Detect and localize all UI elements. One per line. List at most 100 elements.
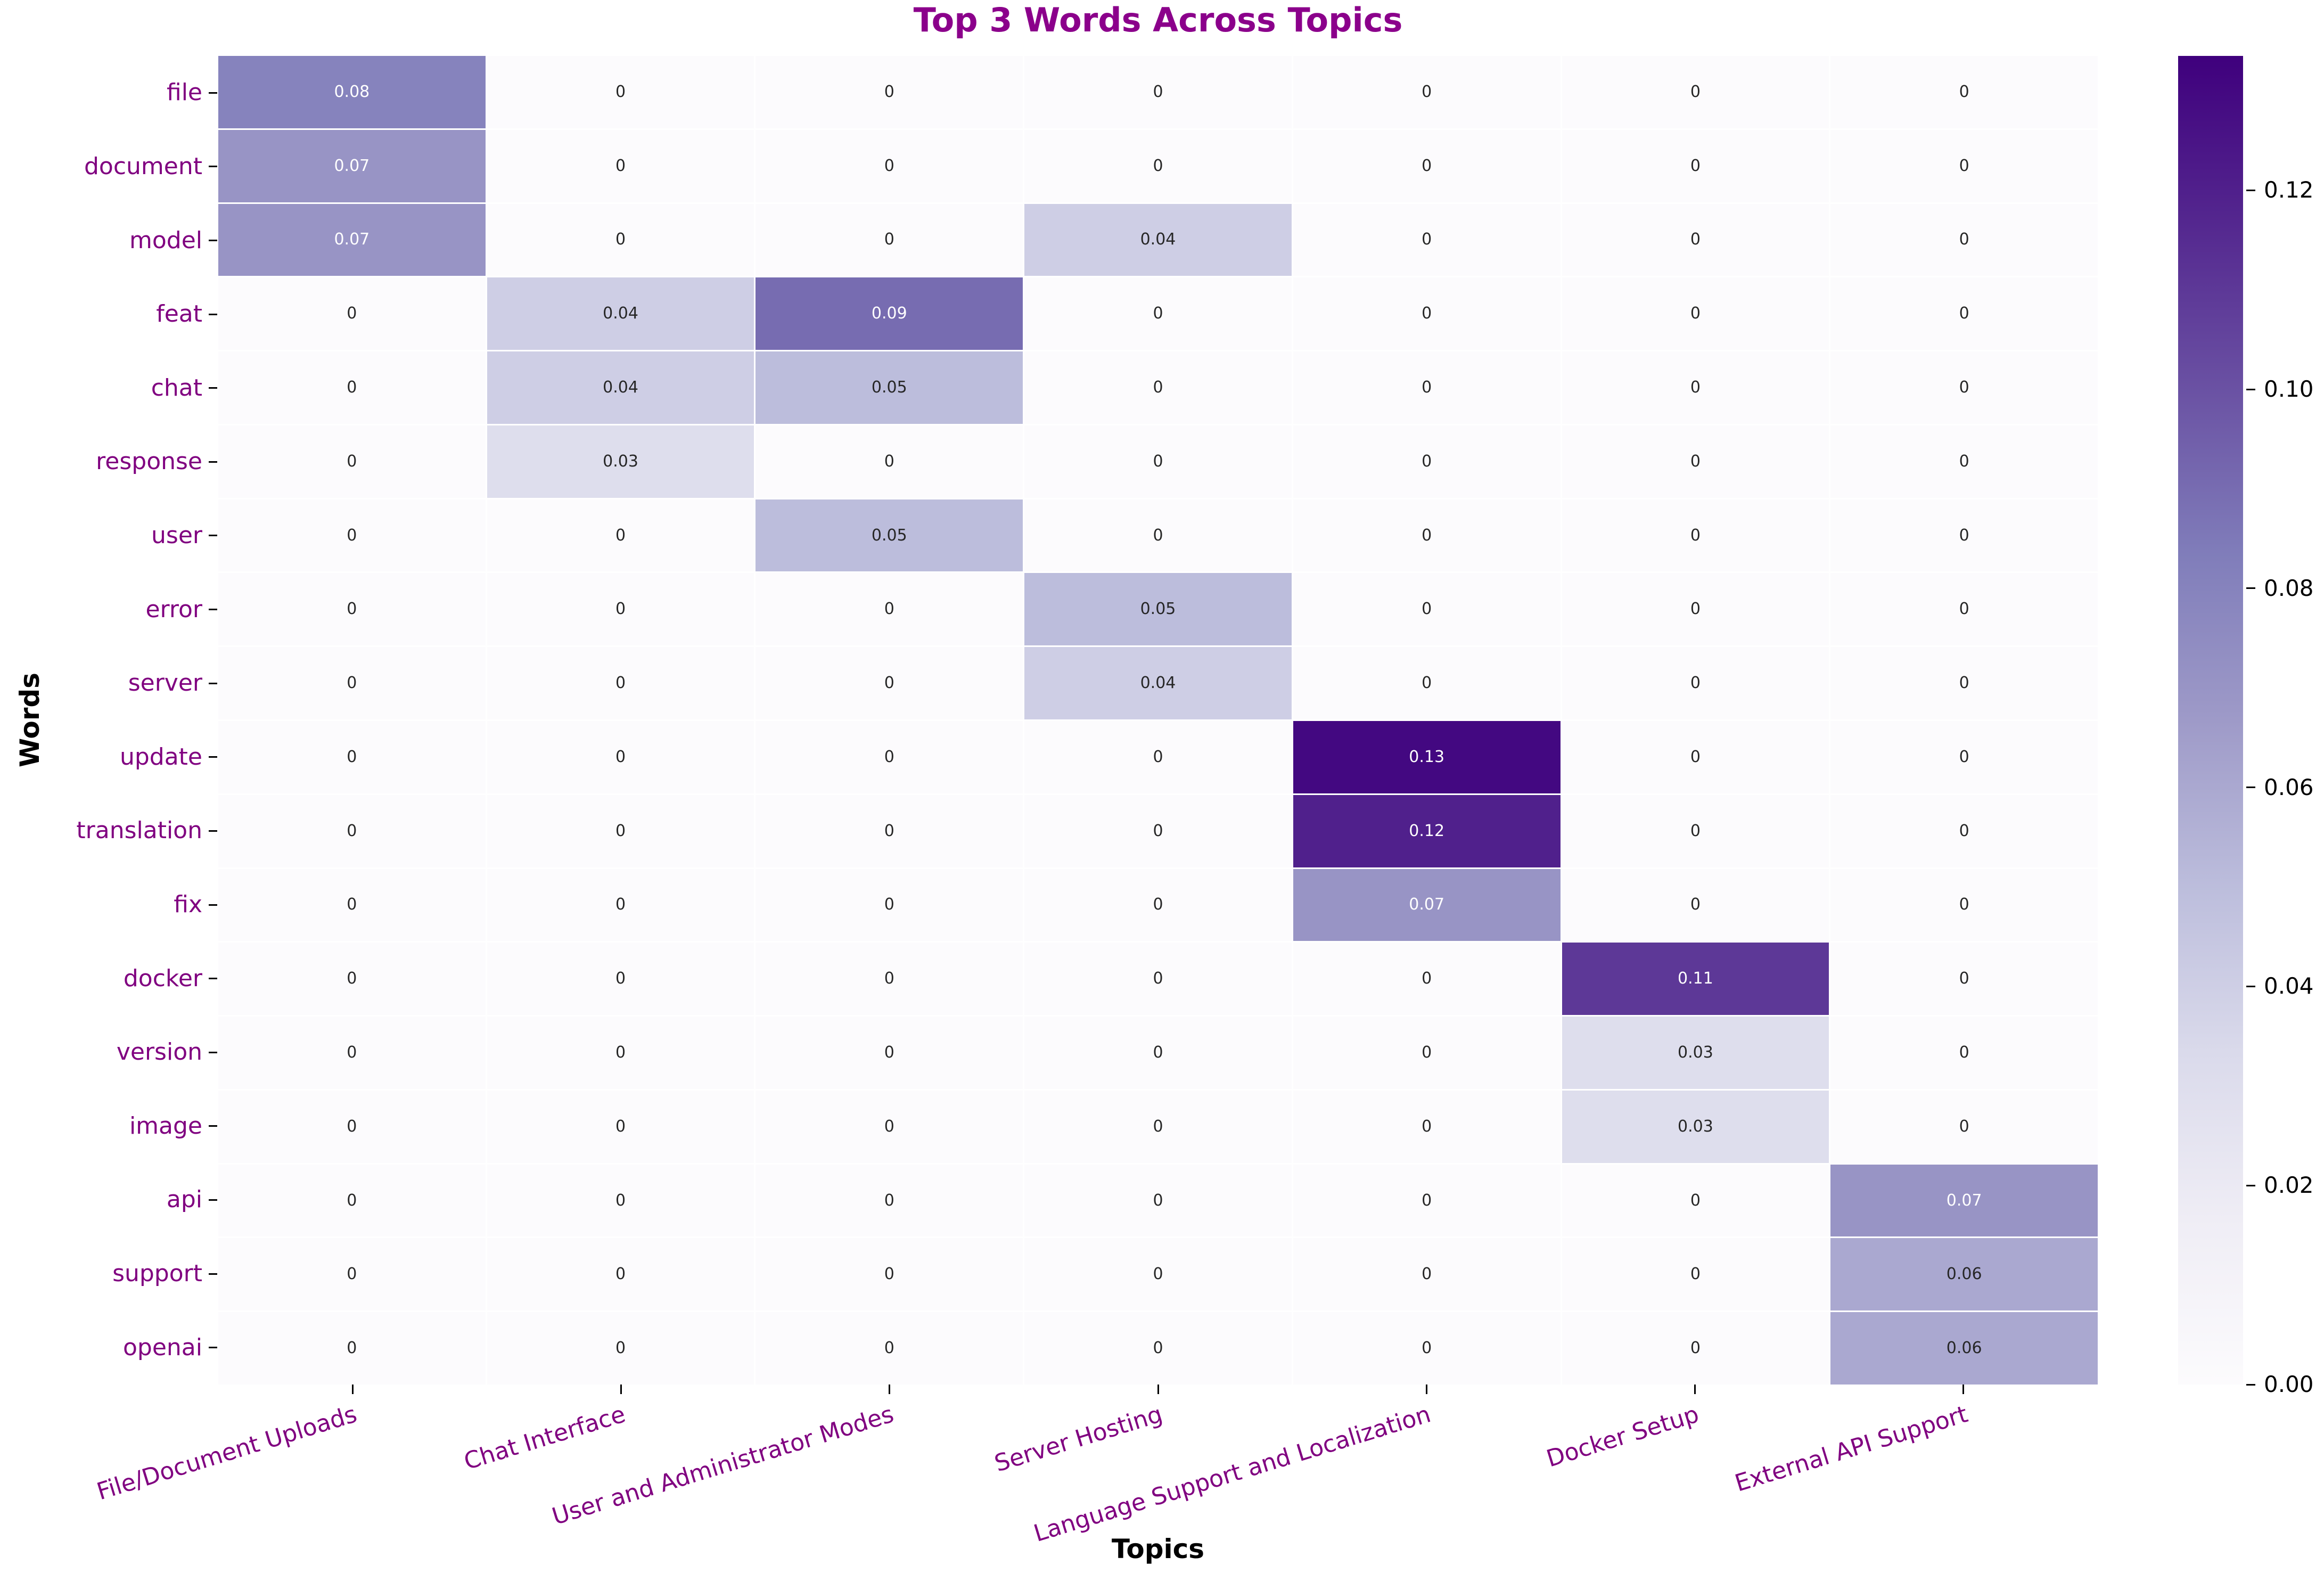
heatmap-cell: 0.09 <box>755 277 1023 350</box>
heatmap-cell: 0 <box>218 1164 486 1237</box>
heatmap-cell: 0 <box>755 56 1023 128</box>
heatmap-cell: 0 <box>1293 647 1561 719</box>
heatmap-cell: 0 <box>1024 1017 1292 1089</box>
heatmap-cell: 0 <box>1024 869 1292 941</box>
y-tick-label: server <box>128 669 202 697</box>
y-tick-row: docker <box>0 941 217 1015</box>
x-tick-mark <box>1962 1385 1965 1394</box>
heatmap-cell: 0 <box>1293 1312 1561 1385</box>
heatmap-cell: 0 <box>1830 794 2098 867</box>
heatmap-cell: 0 <box>1830 869 2098 941</box>
heatmap-cell: 0.07 <box>218 129 486 202</box>
heatmap-cell: 0 <box>1293 277 1561 350</box>
heatmap-cell: 0 <box>1293 1238 1561 1311</box>
y-tick-row: image <box>0 1090 217 1164</box>
heatmap-cell: 0 <box>1024 56 1292 128</box>
heatmap-cell: 0 <box>1024 1312 1292 1385</box>
heatmap-cell: 0 <box>487 1017 754 1089</box>
colorbar-tick-label: 0.04 <box>2264 973 2314 1000</box>
heatmap-cell: 0 <box>1024 499 1292 572</box>
heatmap-cell: 0 <box>218 499 486 572</box>
y-tick-mark <box>209 92 217 94</box>
y-tick-mark <box>209 1051 217 1053</box>
heatmap-cell: 0 <box>218 794 486 867</box>
heatmap-cell: 0 <box>487 1090 754 1163</box>
heatmap-cell: 0 <box>1293 56 1561 128</box>
heatmap-cell: 0.05 <box>755 351 1023 424</box>
heatmap-cell: 0 <box>487 203 754 276</box>
heatmap-cell: 0 <box>1293 1090 1561 1163</box>
chart-title: Top 3 Words Across Topics <box>913 1 1403 39</box>
heatmap-cell: 0 <box>1562 1312 1829 1385</box>
heatmap-cell: 0 <box>1562 499 1829 572</box>
heatmap-cell: 0.06 <box>1830 1312 2098 1385</box>
y-tick-label: document <box>84 152 202 180</box>
heatmap-cell: 0 <box>218 869 486 941</box>
colorbar-tick-mark <box>2246 189 2255 191</box>
y-tick-mark <box>209 461 217 463</box>
y-tick-label: user <box>151 521 202 549</box>
heatmap-cell: 0 <box>1024 1090 1292 1163</box>
heatmap-cell: 0 <box>755 720 1023 793</box>
heatmap-cell: 0 <box>1562 56 1829 128</box>
heatmap-cell: 0 <box>755 943 1023 1015</box>
heatmap-cell: 0 <box>1293 203 1561 276</box>
y-tick-label: chat <box>151 374 202 402</box>
x-tick-label: File/Document Uploads <box>93 1400 360 1506</box>
colorbar-tick-mark <box>2246 1184 2255 1186</box>
heatmap-cell: 0 <box>755 203 1023 276</box>
heatmap-cell: 0 <box>1024 720 1292 793</box>
heatmap-cell: 0.08 <box>218 56 486 128</box>
heatmap-cell: 0.04 <box>487 277 754 350</box>
heatmap-cell: 0 <box>1293 499 1561 572</box>
colorbar-tick-label: 0.12 <box>2264 177 2314 203</box>
x-tick-mark <box>620 1385 622 1394</box>
colorbar-tick-label: 0.06 <box>2264 774 2314 800</box>
heatmap-cell: 0 <box>1024 943 1292 1015</box>
colorbar-tick-label: 0.00 <box>2264 1371 2314 1397</box>
heatmap-cell: 0.03 <box>487 425 754 498</box>
y-tick-mark <box>209 166 217 168</box>
heatmap-cell: 0 <box>487 794 754 867</box>
x-axis-title: Topics <box>1111 1534 1205 1564</box>
y-tick-mark <box>209 1125 217 1127</box>
y-tick-label: error <box>145 595 202 623</box>
heatmap-cell: 0 <box>755 1312 1023 1385</box>
heatmap-cell: 0 <box>1830 203 2098 276</box>
heatmap-cell: 0.04 <box>487 351 754 424</box>
y-tick-row: user <box>0 499 217 573</box>
y-tick-mark <box>209 756 217 758</box>
y-tick-row: document <box>0 130 217 204</box>
heatmap-cell: 0.07 <box>1293 869 1561 941</box>
x-tick-label: Docker Setup <box>1543 1400 1703 1473</box>
heatmap-cell: 0 <box>1024 425 1292 498</box>
y-tick-label: support <box>112 1260 202 1288</box>
x-tick-label: Server Hosting <box>991 1400 1165 1478</box>
heatmap-cell: 0 <box>1562 203 1829 276</box>
heatmap-cell: 0 <box>755 129 1023 202</box>
heatmap-cell: 0 <box>218 277 486 350</box>
y-tick-row: chat <box>0 351 217 425</box>
heatmap-cell: 0 <box>487 129 754 202</box>
x-tick-mark <box>1694 1385 1696 1394</box>
heatmap-cell: 0 <box>487 1312 754 1385</box>
y-tick-row: update <box>0 720 217 794</box>
y-tick-mark <box>209 1347 217 1349</box>
heatmap-cell: 0.05 <box>1024 573 1292 646</box>
heatmap-cell: 0 <box>1830 573 2098 646</box>
y-tick-mark <box>209 830 217 832</box>
heatmap-cell: 0 <box>487 499 754 572</box>
y-tick-label: update <box>119 743 202 771</box>
y-tick-label: model <box>129 226 202 254</box>
heatmap-cell: 0 <box>1830 943 2098 1015</box>
heatmap-cell: 0 <box>1024 129 1292 202</box>
heatmap-cell: 0 <box>1562 573 1829 646</box>
heatmap-cell: 0 <box>1024 1238 1292 1311</box>
x-tick-label: External API Support <box>1731 1400 1971 1497</box>
heatmap-cell: 0 <box>1830 351 2098 424</box>
x-tick-mark <box>1425 1385 1427 1394</box>
heatmap-cell: 0 <box>1830 56 2098 128</box>
heatmap-cell: 0 <box>218 720 486 793</box>
heatmap-cell: 0 <box>487 1164 754 1237</box>
heatmap-cell: 0 <box>755 1164 1023 1237</box>
